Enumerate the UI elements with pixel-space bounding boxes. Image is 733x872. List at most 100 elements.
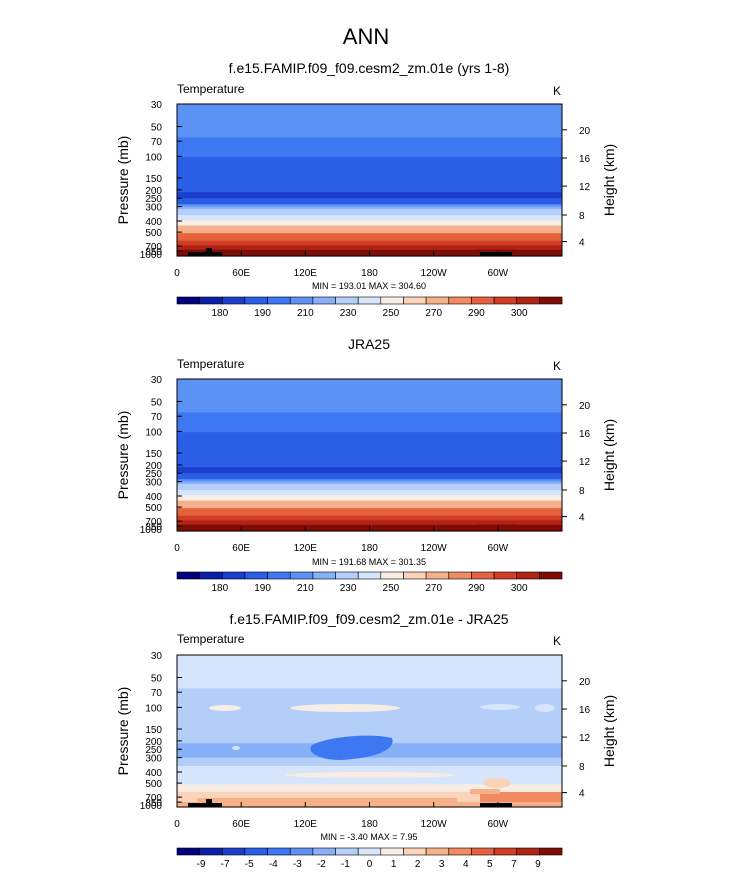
longitude-tick: 120W <box>421 268 448 279</box>
pressure-tick: 400 <box>145 768 162 779</box>
y-axis-label: Pressure (mb) <box>115 687 131 776</box>
weak-anomaly <box>535 704 555 712</box>
height-tick: 8 <box>579 211 585 222</box>
colorbar-swatch <box>199 847 223 856</box>
colorbar-tick: -2 <box>317 859 326 870</box>
colorbar-tick: 190 <box>254 583 271 594</box>
contour-band <box>177 183 562 193</box>
longitude-tick: 0 <box>174 268 180 279</box>
pressure-tick: 30 <box>151 651 163 662</box>
longitude-tick: 60E <box>232 819 250 830</box>
height-tick-labels: 20 16 12 8 4 <box>579 126 591 249</box>
pressure-tick: 50 <box>151 674 163 685</box>
weak-anomaly <box>480 704 520 710</box>
pressure-tick: 30 <box>151 375 163 386</box>
colorbar-tick: 250 <box>383 308 400 319</box>
colorbar-tick: 290 <box>468 308 485 319</box>
height-tick: 12 <box>579 733 591 744</box>
colorbar-swatch <box>471 847 495 856</box>
y-axis-label: Pressure (mb) <box>115 136 131 225</box>
contour-band <box>177 757 562 761</box>
colorbar-swatch <box>380 571 404 580</box>
contour-band <box>177 206 562 210</box>
colorbar-swatch <box>267 571 291 580</box>
colorbar-swatch <box>335 847 359 856</box>
pressure-tick: 700 <box>145 517 162 528</box>
colorbar-swatch <box>403 847 427 856</box>
panel-model: f.e15.FAMIP.f09_f09.cesm2_zm.01e (yrs 1-… <box>115 60 617 319</box>
pressure-tick: 1000 <box>140 525 163 536</box>
colorbar-tick: 0 <box>367 859 373 870</box>
colorbar-tick: -3 <box>293 859 302 870</box>
units-label: K <box>553 359 561 373</box>
colorbar-tick: -7 <box>221 859 230 870</box>
colorbar-tick-labels: -9 -7 -5 -4 -3 -2 -1 0 1 2 3 4 5 7 9 <box>197 859 541 870</box>
warm-anomaly <box>483 778 511 788</box>
colorbar-swatch <box>176 847 200 856</box>
y2-axis-label: Height (km) <box>601 695 617 767</box>
colorbar-swatch <box>471 571 495 580</box>
warm-boundary-layer <box>470 789 500 794</box>
height-tick: 12 <box>579 457 591 468</box>
colorbar-tick: 290 <box>468 583 485 594</box>
pressure-tick: 400 <box>145 217 162 228</box>
y2-axis-label: Height (km) <box>601 144 617 216</box>
height-tick: 16 <box>579 154 591 165</box>
contour-band <box>177 755 562 759</box>
pressure-tick: 100 <box>145 427 162 438</box>
colorbar-swatch <box>335 296 359 305</box>
colorbar <box>176 296 563 305</box>
colorbar-swatch <box>516 571 540 580</box>
panel-title: f.e15.FAMIP.f09_f09.cesm2_zm.01e - JRA25 <box>229 611 508 627</box>
longitude-tick: 120E <box>294 819 318 830</box>
contour-band <box>177 458 562 468</box>
contour-band <box>177 379 562 413</box>
colorbar-swatch <box>335 571 359 580</box>
panel-title: f.e15.FAMIP.f09_f09.cesm2_zm.01e (yrs 1-… <box>229 60 510 76</box>
colorbar-swatch <box>267 847 291 856</box>
contour-band <box>177 233 562 242</box>
pressure-tick: 150 <box>145 449 162 460</box>
height-tick: 4 <box>579 238 585 249</box>
colorbar-swatch <box>425 296 450 305</box>
topography-peak <box>206 248 212 256</box>
y2-axis-label: Height (km) <box>601 419 617 491</box>
colorbar-tick: 4 <box>463 859 469 870</box>
colorbar-swatch <box>199 296 223 305</box>
colorbar-swatch <box>244 847 268 856</box>
colorbar-tick: 2 <box>415 859 421 870</box>
pressure-tick: 700 <box>145 242 162 253</box>
height-tick: 4 <box>579 789 585 800</box>
contour-band <box>177 467 562 474</box>
colorbar-swatch <box>357 571 382 580</box>
colorbar-tick: 300 <box>511 308 528 319</box>
longitude-tick: 60W <box>488 819 509 830</box>
pressure-tick: 500 <box>145 779 162 790</box>
colorbar <box>176 571 563 580</box>
pressure-tick: 1000 <box>140 250 163 261</box>
height-tick: 12 <box>579 182 591 193</box>
contour-band <box>177 192 562 199</box>
colorbar-tick: 230 <box>340 583 357 594</box>
contour-band <box>177 766 562 772</box>
height-tick: 8 <box>579 486 585 497</box>
colorbar-swatch <box>403 571 427 580</box>
colorbar-swatch <box>289 571 314 580</box>
contour-band <box>177 215 562 221</box>
longitude-tick: 0 <box>174 543 180 554</box>
stats-label: MIN = 191.68 MAX = 301.35 <box>312 557 426 567</box>
longitude-tick-labels: 0 60E 120E 180 120W 60W <box>174 543 508 554</box>
height-tick-labels: 20 16 12 8 4 <box>579 401 591 524</box>
contour-band <box>177 508 562 517</box>
warm-anomaly <box>285 772 455 778</box>
colorbar-tick: -4 <box>269 859 278 870</box>
colorbar <box>176 847 563 856</box>
pressure-tick: 1000 <box>140 801 163 812</box>
colorbar-tick: 300 <box>511 583 528 594</box>
colorbar-tick: -9 <box>197 859 206 870</box>
pressure-tick: 70 <box>151 137 163 148</box>
pressure-tick: 700 <box>145 793 162 804</box>
contour-band <box>177 708 562 735</box>
longitude-tick: 0 <box>174 819 180 830</box>
